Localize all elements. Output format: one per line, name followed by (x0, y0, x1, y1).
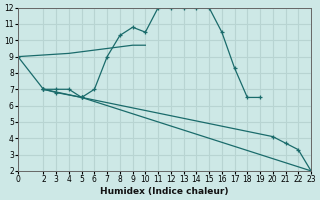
X-axis label: Humidex (Indice chaleur): Humidex (Indice chaleur) (100, 187, 229, 196)
